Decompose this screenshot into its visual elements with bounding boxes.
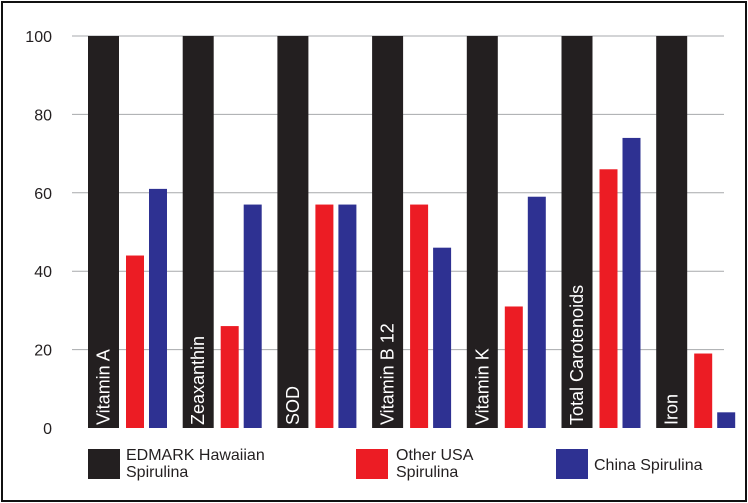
- bar-other-usa: [126, 255, 144, 428]
- legend-label: China Spirulina: [594, 457, 703, 474]
- bar-edmark: [88, 36, 119, 428]
- y-tick-label: 0: [43, 421, 52, 438]
- bar-other-usa: [504, 306, 523, 428]
- legend: EDMARK Hawaiian Spirulina Other USA Spiruli…: [88, 447, 703, 481]
- category-label: Iron: [662, 394, 682, 425]
- legend-swatch: [556, 449, 588, 479]
- bar-other-usa: [220, 326, 239, 428]
- bars: [88, 36, 736, 429]
- bar-china: [433, 247, 452, 428]
- y-tick-label: 80: [34, 107, 52, 124]
- bar-edmark: [656, 36, 688, 428]
- bar-edmark: [372, 36, 404, 428]
- bar-china: [622, 137, 641, 429]
- category-label: Vitamin K: [472, 348, 492, 425]
- bar-other-usa: [315, 204, 334, 428]
- y-tick-label: 60: [34, 186, 52, 203]
- category-label: Total Carotenoids: [567, 285, 587, 425]
- legend-swatch: [356, 449, 388, 479]
- bar-china: [243, 204, 262, 428]
- category-label: Zeaxanthin: [188, 336, 208, 425]
- bar-china: [717, 412, 736, 428]
- bar-edmark: [182, 36, 214, 428]
- bar-other-usa: [410, 204, 429, 428]
- category-label: Vitamin A: [94, 349, 114, 425]
- bar-china: [149, 188, 167, 428]
- y-tick-label: 100: [25, 29, 52, 46]
- category-labels: Vitamin A Zeaxanthin SOD Vitamin B 12 Vitami…: [94, 285, 682, 425]
- y-tick-label: 20: [34, 343, 52, 360]
- bar-edmark: [466, 36, 498, 428]
- bar-other-usa: [599, 169, 618, 428]
- category-label: SOD: [283, 386, 303, 425]
- y-axis: 0 20 40 60 80 100: [25, 29, 52, 438]
- legend-label: EDMARK Hawaiian Spirulina: [126, 447, 265, 481]
- bar-other-usa: [694, 353, 713, 428]
- bar-edmark: [277, 36, 309, 428]
- legend-label: Other USA Spirulina: [396, 447, 474, 481]
- bar-china: [338, 204, 357, 428]
- category-label: Vitamin B 12: [378, 323, 398, 425]
- bar-edmark: [561, 36, 593, 428]
- legend-swatch: [88, 449, 120, 479]
- y-tick-label: 40: [34, 264, 52, 281]
- bar-china: [527, 196, 546, 428]
